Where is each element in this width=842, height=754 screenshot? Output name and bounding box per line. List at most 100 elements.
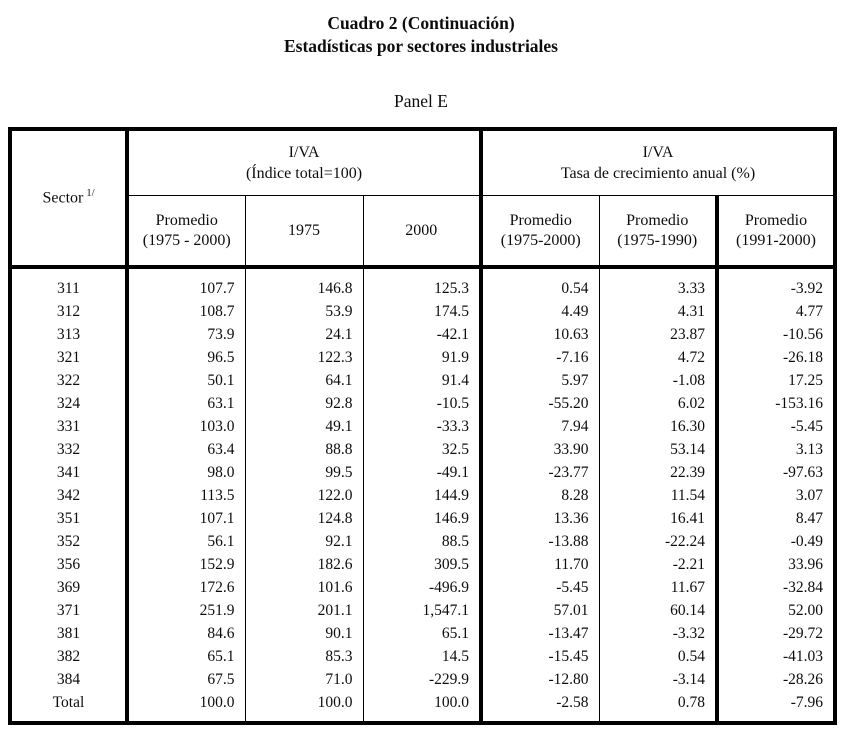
value-cell: 4.72 xyxy=(598,346,718,369)
value-cell: 17.25 xyxy=(714,369,836,392)
table-row: 324 63.1 92.8 -10.5 -55.20 6.02 -153.16 xyxy=(10,392,836,415)
value-cell: 113.5 xyxy=(126,484,246,507)
value-cell: 8.28 xyxy=(479,484,600,507)
value-cell: -2.21 xyxy=(598,553,718,576)
table-row: 342 113.5 122.0 144.9 8.28 11.54 3.07 xyxy=(10,484,836,507)
column-header-promedio-1975-2000-index: Promedio (1975 - 2000) xyxy=(126,195,246,269)
value-cell: 91.4 xyxy=(362,369,482,392)
table-row: 381 84.6 90.1 65.1 -13.47 -3.32 -29.72 xyxy=(10,622,836,645)
value-cell: -3.92 xyxy=(714,267,836,300)
sector-cell: 371 xyxy=(10,599,129,622)
value-cell: 10.63 xyxy=(479,323,600,346)
group-header-row: Sector 1/ I/VA (Índice total=100) I/VA Ta… xyxy=(9,128,836,269)
value-cell: -3.32 xyxy=(598,622,718,645)
group-header-iva-growth: I/VA Tasa de crecimiento anual (%) xyxy=(478,128,836,196)
value-cell: 4.31 xyxy=(598,300,718,323)
table-row: 356 152.9 182.6 309.5 11.70 -2.21 33.96 xyxy=(10,553,836,576)
value-cell: 172.6 xyxy=(126,576,246,599)
value-cell: 33.96 xyxy=(714,553,836,576)
value-cell: 124.8 xyxy=(244,507,364,530)
value-cell: 107.7 xyxy=(126,267,246,300)
column-header-promedio-1975-2000-growth: Promedio (1975-2000) xyxy=(479,195,600,269)
value-cell: -55.20 xyxy=(479,392,600,415)
value-cell: 3.13 xyxy=(714,438,836,461)
sector-cell: 341 xyxy=(10,461,129,484)
value-cell: 88.5 xyxy=(362,530,482,553)
table-row: 341 98.0 99.5 -49.1 -23.77 22.39 -97.63 xyxy=(10,461,836,484)
value-cell: 84.6 xyxy=(126,622,246,645)
value-cell: 57.01 xyxy=(479,599,600,622)
table-row: 312 108.7 53.9 174.5 4.49 4.31 4.77 xyxy=(10,300,836,323)
column-header-2000: 2000 xyxy=(362,195,482,269)
sector-cell: 321 xyxy=(10,346,129,369)
column-header-promedio-1991-2000: Promedio (1991-2000) xyxy=(714,195,836,269)
value-cell: 125.3 xyxy=(362,267,482,300)
value-cell: 3.33 xyxy=(598,267,718,300)
sector-cell: 356 xyxy=(10,553,129,576)
value-cell: 8.47 xyxy=(714,507,836,530)
value-cell: 100.0 xyxy=(362,691,482,723)
table-row: 322 50.1 64.1 91.4 5.97 -1.08 17.25 xyxy=(10,369,836,392)
column-header-1975: 1975 xyxy=(244,195,364,269)
value-cell: -15.45 xyxy=(479,645,600,668)
value-cell: 201.1 xyxy=(244,599,364,622)
value-cell: -12.80 xyxy=(479,668,600,691)
value-cell: 16.41 xyxy=(598,507,718,530)
value-cell: 53.9 xyxy=(244,300,364,323)
value-cell: 52.00 xyxy=(714,599,836,622)
value-cell: -153.16 xyxy=(714,392,836,415)
value-cell: 11.54 xyxy=(598,484,718,507)
value-cell: 101.6 xyxy=(244,576,364,599)
value-cell: 73.9 xyxy=(126,323,246,346)
value-cell: 67.5 xyxy=(126,668,246,691)
sector-cell: 352 xyxy=(10,530,129,553)
value-cell: 146.8 xyxy=(244,267,364,300)
sector-cell: 342 xyxy=(10,484,129,507)
table-row: 321 96.5 122.3 91.9 -7.16 4.72 -26.18 xyxy=(10,346,836,369)
value-cell: 96.5 xyxy=(126,346,246,369)
value-cell: 24.1 xyxy=(244,323,364,346)
table-row: 332 63.4 88.8 32.5 33.90 53.14 3.13 xyxy=(10,438,836,461)
table-row: 311 107.7 146.8 125.3 0.54 3.33 -3.92 xyxy=(10,267,836,300)
sector-label: Sector xyxy=(42,189,84,207)
document-title: Cuadro 2 (Continuación) xyxy=(327,13,515,33)
value-cell: -28.26 xyxy=(714,668,836,691)
value-cell: 23.87 xyxy=(598,323,718,346)
value-cell: 122.0 xyxy=(244,484,364,507)
value-cell: 11.70 xyxy=(479,553,600,576)
value-cell: 22.39 xyxy=(598,461,718,484)
table-row: 369 172.6 101.6 -496.9 -5.45 11.67 -32.84 xyxy=(10,576,836,599)
sector-cell: 332 xyxy=(10,438,129,461)
table-body: 311 107.7 146.8 125.3 0.54 3.33 -3.92 312 108.7 5… xyxy=(10,267,836,723)
value-cell: 309.5 xyxy=(362,553,482,576)
value-cell: 53.14 xyxy=(598,438,718,461)
value-cell: -7.96 xyxy=(714,691,836,723)
sector-cell: 381 xyxy=(10,622,129,645)
value-cell: -32.84 xyxy=(714,576,836,599)
value-cell: -13.88 xyxy=(479,530,600,553)
footnote-mark: 1/ xyxy=(86,188,95,200)
sector-cell: 322 xyxy=(10,369,129,392)
value-cell: 90.1 xyxy=(244,622,364,645)
value-cell: 32.5 xyxy=(362,438,482,461)
sector-cell: 331 xyxy=(10,415,129,438)
value-cell: 33.90 xyxy=(479,438,600,461)
value-cell: 103.0 xyxy=(126,415,246,438)
value-cell: 144.9 xyxy=(362,484,482,507)
value-cell: 64.1 xyxy=(244,369,364,392)
group-header-iva-index: I/VA (Índice total=100) xyxy=(126,128,482,196)
sector-cell: 351 xyxy=(10,507,129,530)
value-cell: -33.3 xyxy=(362,415,482,438)
value-cell: 49.1 xyxy=(244,415,364,438)
value-cell: 71.0 xyxy=(244,668,364,691)
sector-cell: Total xyxy=(10,691,129,723)
value-cell: 13.36 xyxy=(479,507,600,530)
value-cell: 0.54 xyxy=(479,267,600,300)
panel-label: Panel E xyxy=(394,91,448,111)
value-cell: 1,547.1 xyxy=(362,599,482,622)
value-cell: 11.67 xyxy=(598,576,718,599)
value-cell: 7.94 xyxy=(479,415,600,438)
value-cell: -29.72 xyxy=(714,622,836,645)
value-cell: 63.4 xyxy=(126,438,246,461)
sector-cell: 324 xyxy=(10,392,129,415)
